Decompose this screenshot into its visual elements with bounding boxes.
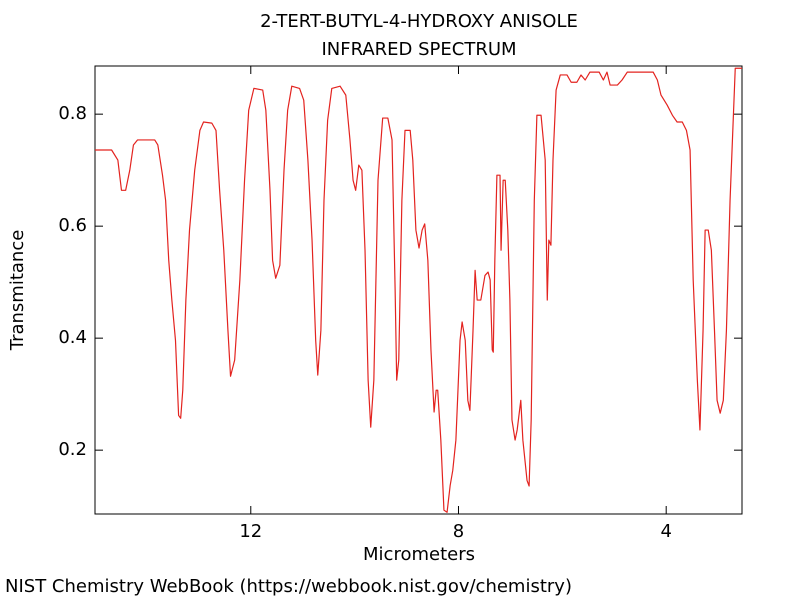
source-note: NIST Chemistry WebBook (https://webbook.… (5, 576, 572, 597)
x-tick-label: 12 (239, 521, 262, 542)
x-tick-label: 8 (453, 521, 464, 542)
y-tick-label: 0.4 (58, 327, 87, 348)
y-tick-label: 0.8 (58, 103, 87, 124)
y-axis-label: Transmitance (7, 230, 28, 352)
y-tick-label: 0.2 (58, 439, 87, 460)
x-tick-label: 4 (660, 521, 671, 542)
chart-subtitle: INFRARED SPECTRUM (321, 39, 516, 60)
y-tick-label: 0.6 (58, 215, 87, 236)
plot-frame (94, 65, 743, 515)
x-axis-label: Micrometers (363, 544, 475, 565)
spectrum-line (95, 67, 742, 513)
chart-title: 2-TERT-BUTYL-4-HYDROXY ANISOLE (260, 11, 578, 32)
